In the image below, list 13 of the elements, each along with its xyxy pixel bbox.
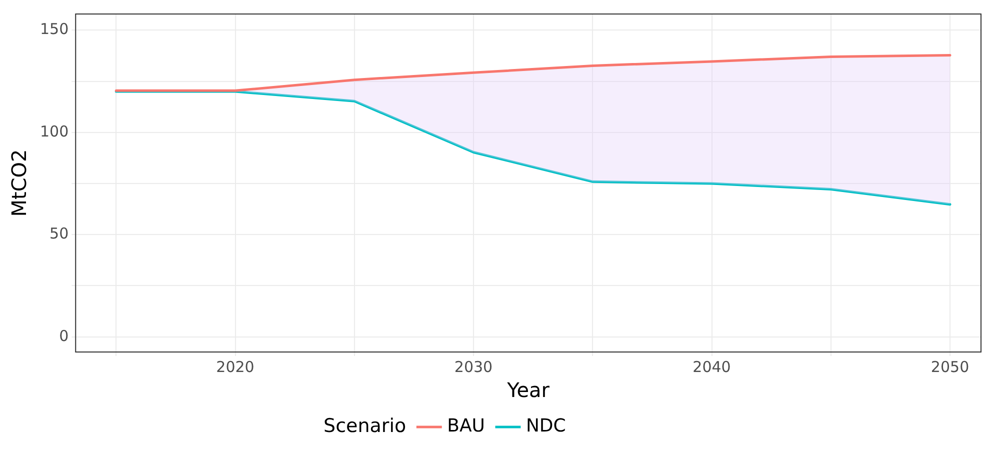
x-tick-label: 2020 bbox=[216, 358, 254, 376]
x-axis-title: Year bbox=[506, 378, 550, 402]
y-tick-label: 150 bbox=[40, 20, 69, 38]
x-tick-label: 2030 bbox=[454, 358, 493, 376]
y-tick-label: 50 bbox=[50, 224, 69, 243]
y-axis-title: MtCO2 bbox=[7, 149, 32, 217]
legend-label: BAU bbox=[447, 416, 485, 437]
y-tick-label: 100 bbox=[40, 122, 69, 140]
y-tick-label: 0 bbox=[59, 326, 69, 345]
legend-title: Scenario bbox=[324, 414, 406, 437]
legend-label: NDC bbox=[526, 416, 566, 437]
x-tick-label: 2050 bbox=[930, 358, 970, 376]
x-tick-label: 2040 bbox=[692, 358, 731, 376]
